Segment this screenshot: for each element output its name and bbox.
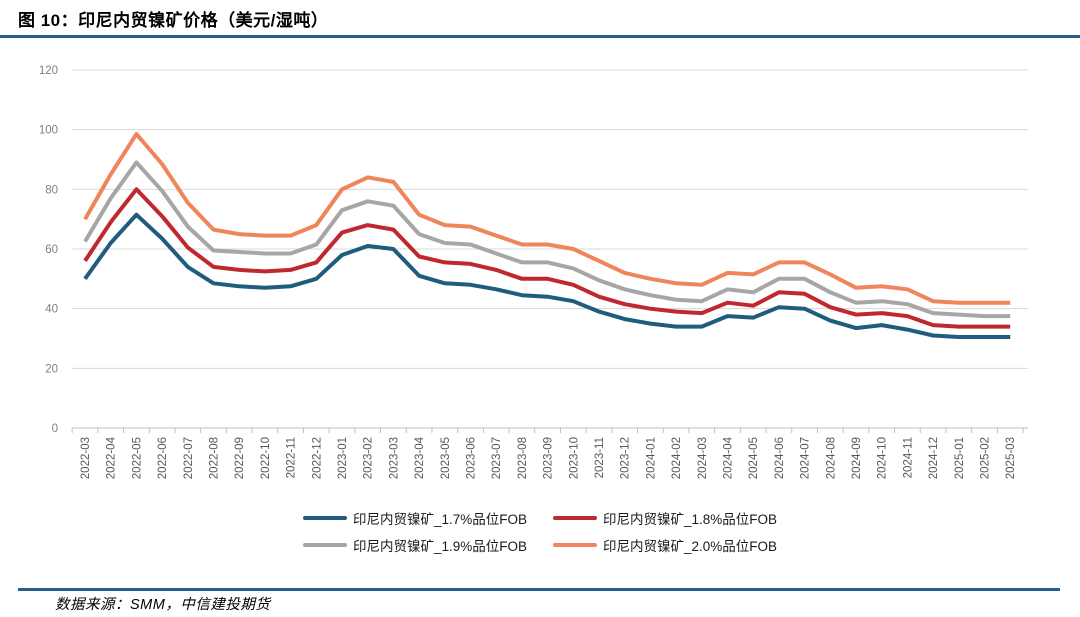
x-axis-tick-label: 2022-06 xyxy=(157,437,169,479)
x-axis-tick-label: 2024-11 xyxy=(902,437,914,478)
footer-divider xyxy=(18,588,1060,591)
legend-label: 印尼内贸镍矿_2.0%品位FOB xyxy=(603,539,778,554)
series-line-1.8pct xyxy=(83,187,1011,329)
x-axis-tick-label: 2024-03 xyxy=(697,437,709,479)
x-axis-tick-label: 2024-05 xyxy=(748,437,760,479)
chart-legend: 印尼内贸镍矿_1.7%品位FOB 印尼内贸镍矿_1.8%品位FOB 印尼内贸镍矿_1… xyxy=(0,508,1080,555)
legend-item: 印尼内贸镍矿_1.8%品位FOB xyxy=(553,508,777,528)
x-axis-tick-label: 2023-03 xyxy=(388,437,400,479)
x-axis-tick-label: 2024-01 xyxy=(645,437,657,479)
x-axis-tick-label: 2022-09 xyxy=(234,437,246,479)
y-axis-tick-label: 40 xyxy=(45,304,58,316)
x-axis-tick-label: 2023-09 xyxy=(543,437,555,479)
x-axis-tick-label: 2024-02 xyxy=(671,437,683,479)
x-axis-tick-label: 2023-08 xyxy=(517,437,529,479)
series-line-1.9pct xyxy=(83,160,1011,319)
legend-line-swatch-icon xyxy=(302,542,347,548)
x-axis-tick-label: 2022-07 xyxy=(183,437,195,479)
legend-row: 印尼内贸镍矿_1.7%品位FOB 印尼内贸镍矿_1.8%品位FOB xyxy=(302,508,777,528)
x-axis-tick-label: 2022-03 xyxy=(80,437,92,479)
x-axis-tick-label: 2022-08 xyxy=(209,437,221,479)
x-axis-tick-label: 2024-04 xyxy=(723,436,735,479)
x-axis-tick-label: 2022-04 xyxy=(106,436,118,479)
x-axis-tick-label: 2023-05 xyxy=(440,437,452,479)
x-axis-tick-label: 2022-11 xyxy=(286,437,298,478)
figure-title: 图 10：印尼内贸镍矿价格（美元/湿吨） xyxy=(18,11,329,30)
legend-label: 印尼内贸镍矿_1.8%品位FOB xyxy=(603,512,778,527)
nickel-price-chart: 0 20 40 60 80 100 120 2022-03 2022-04 2022-05 2022… xyxy=(0,45,1080,505)
x-axis-tick-label: 2023-06 xyxy=(466,437,478,479)
x-axis-tick-label: 2023-04 xyxy=(414,436,426,479)
y-axis-tick-label: 100 xyxy=(39,125,58,137)
title-divider xyxy=(0,35,1080,38)
y-axis-tick-label: 0 xyxy=(52,423,58,435)
legend-line-swatch-icon xyxy=(302,515,347,521)
x-axis-tick-label: 2023-01 xyxy=(337,437,349,479)
x-axis-tick-label: 2025-02 xyxy=(980,437,992,479)
x-axis-tick-label: 2024-09 xyxy=(851,437,863,479)
series-line-1.7pct xyxy=(83,212,1011,339)
x-axis-tick-label: 2024-10 xyxy=(877,437,889,479)
x-axis-tick-label: 2023-12 xyxy=(620,437,632,479)
x-axis-tick-label: 2024-06 xyxy=(774,437,786,479)
series-line-2.0pct xyxy=(83,132,1011,305)
x-axis-tick-label: 2023-11 xyxy=(594,437,606,478)
legend-row: 印尼内贸镍矿_1.9%品位FOB 印尼内贸镍矿_2.0%品位FOB xyxy=(302,535,777,555)
x-axis-tick-label: 2024-08 xyxy=(825,437,837,479)
y-axis-tick-label: 60 xyxy=(45,244,58,256)
legend-line-swatch-icon xyxy=(553,515,597,521)
x-axis-tick-label: 2022-10 xyxy=(260,437,272,479)
x-axis-tick-label: 2025-03 xyxy=(1005,437,1017,479)
x-axis-tick-label: 2022-12 xyxy=(311,437,323,479)
legend-item: 印尼内贸镍矿_2.0%品位FOB xyxy=(553,535,777,555)
legend-item: 印尼内贸镍矿_1.7%品位FOB xyxy=(302,508,527,528)
x-axis-tick-label: 2023-10 xyxy=(568,437,580,479)
legend-item: 印尼内贸镍矿_1.9%品位FOB xyxy=(302,535,527,555)
y-axis-tick-label: 120 xyxy=(39,65,58,77)
y-axis-tick-label: 80 xyxy=(45,184,58,196)
legend-label: 印尼内贸镍矿_1.7%品位FOB xyxy=(352,512,527,527)
data-source-note: 数据来源：SMM，中信建投期货 xyxy=(55,597,271,613)
x-axis-tick-label: 2023-07 xyxy=(491,437,503,479)
x-axis-tick-label: 2022-05 xyxy=(131,437,143,479)
x-axis-tick-label: 2024-12 xyxy=(928,437,940,479)
x-axis-tick-label: 2025-01 xyxy=(954,437,966,479)
y-axis-tick-label: 20 xyxy=(45,363,58,375)
legend-label: 印尼内贸镍矿_1.9%品位FOB xyxy=(352,539,527,554)
x-axis-tick-label: 2024-07 xyxy=(800,437,812,479)
chart-canvas: 0 20 40 60 80 100 120 2022-03 2022-04 2022-05 2022… xyxy=(39,65,1028,479)
legend-line-swatch-icon xyxy=(553,542,597,548)
x-axis-tick-label: 2023-02 xyxy=(363,437,375,479)
